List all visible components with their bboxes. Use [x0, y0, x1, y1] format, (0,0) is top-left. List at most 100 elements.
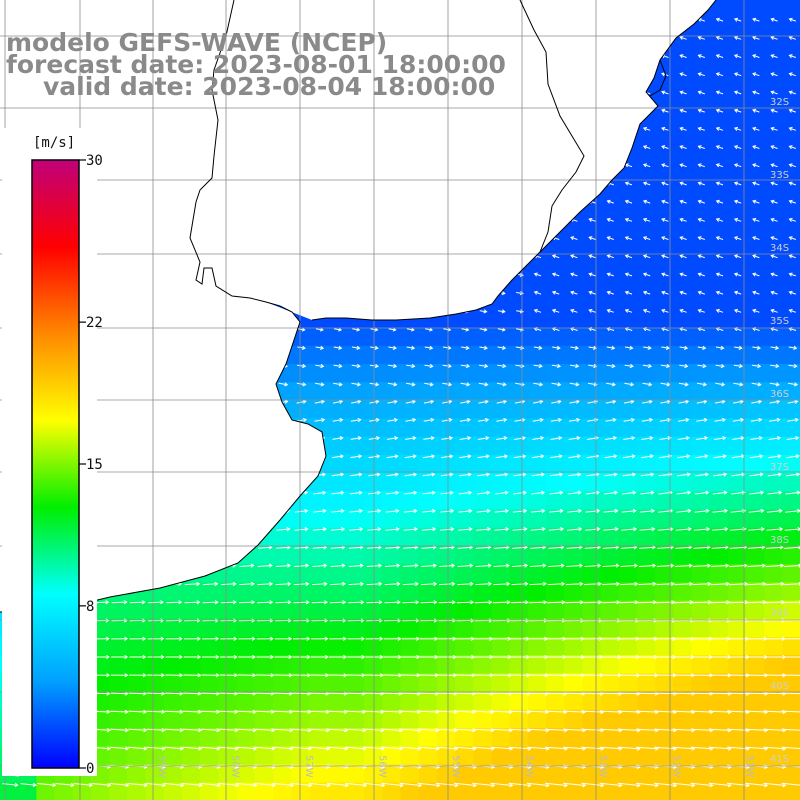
wind-arrow — [544, 782, 568, 788]
speed-cell — [254, 564, 274, 583]
wind-arrow — [715, 181, 724, 186]
wind-arrow — [765, 581, 785, 587]
wind-arrow — [329, 618, 347, 623]
wind-arrow — [770, 126, 778, 131]
wind-arrow — [440, 472, 454, 477]
wind-arrow — [311, 600, 329, 605]
wind-arrow — [440, 490, 454, 495]
speed-cell — [709, 163, 729, 183]
speed-cell — [109, 673, 128, 693]
speed-cell — [728, 709, 747, 729]
speed-cell — [691, 18, 711, 37]
wind-arrow — [692, 581, 712, 587]
speed-cell — [582, 418, 602, 438]
speed-cell — [382, 637, 401, 656]
speed-cell — [564, 618, 583, 638]
speed-cell — [691, 418, 711, 438]
wind-arrow — [418, 709, 440, 715]
wind-arrow — [453, 782, 477, 788]
speed-cell — [728, 54, 747, 74]
wind-arrow — [679, 163, 687, 168]
wind-arrow — [768, 435, 781, 441]
wind-arrow — [623, 417, 635, 423]
forecast-date: forecast date: 2023-08-01 18:00:00 — [6, 50, 506, 79]
wind-arrow — [382, 709, 403, 715]
speed-cell — [764, 382, 784, 401]
speed-cell — [746, 436, 765, 456]
speed-cell — [655, 418, 674, 438]
wind-arrow — [567, 508, 583, 514]
speed-cell — [564, 400, 583, 420]
speed-cell — [345, 618, 365, 638]
wind-arrow — [291, 709, 312, 715]
speed-cell — [582, 218, 602, 238]
speed-cell — [200, 746, 219, 765]
wind-arrow — [345, 782, 368, 788]
wind-arrow — [710, 599, 731, 605]
speed-cell — [473, 473, 492, 492]
wind-arrow — [567, 472, 582, 477]
speed-cell — [473, 673, 492, 693]
speed-cell — [582, 491, 602, 511]
speed-cell — [746, 709, 765, 729]
speed-cell — [600, 728, 620, 747]
wind-arrow — [715, 54, 724, 59]
speed-cell — [491, 728, 511, 747]
speed-cell — [728, 782, 747, 800]
wind-arrow — [350, 436, 362, 441]
wind-arrow — [601, 600, 621, 605]
wind-arrow — [183, 636, 201, 641]
wind-arrow — [382, 728, 403, 733]
speed-cell — [764, 637, 784, 656]
wind-arrow — [440, 508, 455, 514]
wind-arrow — [692, 599, 712, 605]
speed-cell — [436, 709, 456, 729]
speed-cell — [709, 473, 729, 492]
wind-arrow — [606, 236, 614, 241]
speed-cell — [382, 418, 401, 438]
wind-arrow — [733, 254, 742, 259]
coastline-uruguay — [311, 0, 717, 321]
wind-arrow — [201, 673, 220, 678]
wind-arrow — [570, 254, 578, 259]
speed-cell — [546, 455, 565, 474]
speed-cell — [473, 618, 492, 638]
speed-cell — [637, 527, 656, 547]
wind-arrow — [455, 691, 476, 696]
wind-arrow — [237, 691, 257, 696]
speed-cell — [163, 582, 183, 602]
latitude-label: 34S — [770, 243, 789, 254]
wind-arrow — [164, 746, 185, 751]
wind-arrow — [788, 145, 796, 150]
speed-cell — [291, 709, 310, 729]
speed-cell — [273, 746, 292, 765]
wind-arrow — [751, 382, 762, 387]
speed-cell — [728, 72, 747, 92]
wind-arrow — [733, 181, 742, 186]
speed-cell — [746, 54, 765, 74]
speed-cell — [782, 236, 800, 256]
wind-arrow — [690, 782, 714, 788]
speed-cell — [764, 254, 784, 274]
wind-arrow — [496, 417, 508, 423]
speed-cell — [691, 163, 711, 183]
speed-cell — [728, 273, 747, 292]
speed-cell — [673, 655, 693, 674]
speed-cell — [509, 691, 529, 711]
speed-cell — [764, 291, 784, 310]
speed-cell — [546, 546, 565, 565]
wind-arrow — [697, 308, 705, 313]
speed-cell — [564, 746, 583, 765]
speed-cell — [655, 527, 674, 547]
speed-cell — [782, 546, 800, 565]
speed-cell — [418, 746, 438, 765]
wind-arrow — [346, 709, 367, 715]
speed-cell — [582, 546, 602, 565]
speed-cell — [254, 618, 274, 638]
speed-cell — [637, 728, 656, 747]
speed-cell — [473, 491, 492, 511]
speed-cell — [527, 418, 547, 438]
speed-cell — [637, 182, 656, 201]
speed-cell — [364, 746, 383, 765]
wind-arrow — [788, 90, 796, 95]
